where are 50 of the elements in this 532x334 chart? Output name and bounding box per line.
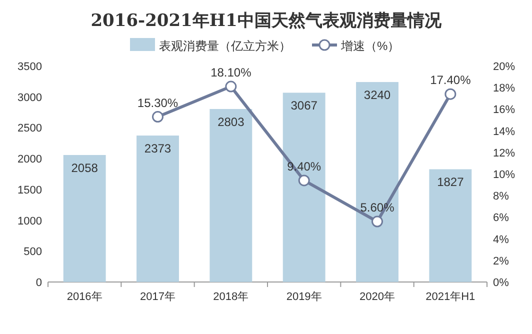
point <box>444 88 456 100</box>
y2-tick-label: 20% <box>493 61 516 73</box>
data-label: 2058 <box>71 160 98 175</box>
y-tick-label: 1000 <box>18 215 42 228</box>
bar <box>282 92 326 282</box>
data-label: 9.40% <box>287 159 322 174</box>
data-label: 18.10% <box>210 66 252 80</box>
y2-tick-label: 14% <box>493 126 516 138</box>
data-label: 17.40% <box>430 73 472 88</box>
y2-tick-label: 10% <box>493 169 516 181</box>
y-tick-label: 2000 <box>18 154 42 166</box>
y-tick-label: 500 <box>24 246 42 258</box>
data-label: 3240 <box>364 88 391 102</box>
y2-tick-label: 16% <box>493 104 516 116</box>
point <box>152 111 164 123</box>
y2-tick-label: 2% <box>493 255 510 268</box>
data-label: 15.30% <box>137 96 178 110</box>
legend-label: 表观消费量（亿立方米） <box>159 39 291 53</box>
bar <box>356 82 398 282</box>
x-tick-label: 2020年 <box>360 291 395 303</box>
data-label: 2373 <box>144 142 172 156</box>
bar <box>136 136 179 282</box>
point <box>225 80 237 92</box>
chart-title: 2016-2021年H1中国天然气表观消费量情况 <box>90 11 442 31</box>
y-tick-label: 3000 <box>18 92 42 104</box>
point <box>298 174 310 186</box>
y2-tick-label: 12% <box>493 147 516 160</box>
y-tick-label: 0 <box>36 277 42 289</box>
bar <box>210 109 252 282</box>
x-tick-label: 2021年H1 <box>426 291 476 303</box>
y2-tick-label: 18% <box>493 82 516 95</box>
data-label: 3067 <box>290 98 318 113</box>
y2-tick-label: 4% <box>493 234 510 246</box>
y2-tick-label: 8% <box>493 190 510 203</box>
x-tick-label: 2019年 <box>286 291 322 303</box>
bar <box>429 169 472 282</box>
bar <box>63 154 106 282</box>
data-label: 2803 <box>218 115 245 130</box>
y-tick-label: 1500 <box>18 184 42 196</box>
point <box>372 216 383 228</box>
y2-tick-label: 0% <box>493 277 510 289</box>
y-tick-label: 3500 <box>18 61 42 73</box>
data-label: 5.60% <box>360 200 395 215</box>
y-tick-label: 2500 <box>18 122 42 135</box>
x-tick-label: 2016年 <box>66 291 102 303</box>
data-label: 1827 <box>437 175 464 190</box>
x-tick-label: 2018年 <box>213 291 249 303</box>
legend-label: 增速（%） <box>340 39 400 53</box>
x-tick-label: 2017年 <box>140 291 176 303</box>
y2-tick-label: 6% <box>493 212 510 224</box>
